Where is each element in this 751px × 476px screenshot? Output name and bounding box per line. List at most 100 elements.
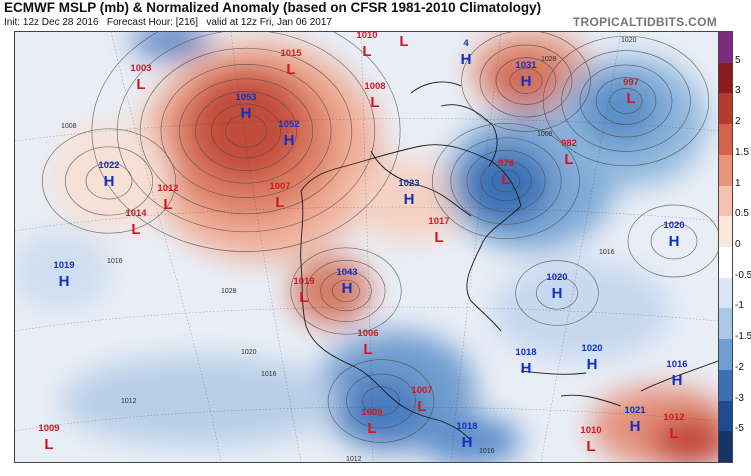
low-pressure-marker: L [626,90,635,107]
colorbar-label: 1.5 [735,146,749,158]
colorbar-segment [719,308,732,340]
low-pressure-value: 1012 [663,412,684,423]
low-pressure-marker: L [362,43,371,60]
low-pressure-value: 1019 [293,276,314,287]
colorbar-segment [719,62,732,94]
low-pressure-marker: L [163,196,172,213]
map-canvas: 1008 1008 1016 1016 1028 1020 1016 1012 1012 1020… [15,32,718,462]
low-pressure-marker: L [417,398,426,415]
high-pressure-value: 1021 [624,405,646,416]
isobar [535,276,579,310]
isobar [195,91,297,171]
colorbar-label: -5 [735,423,744,435]
isobar-value-label: 1008 [61,123,77,130]
low-pressure-marker: L [669,425,678,442]
low-pressure-marker: L [367,420,376,437]
high-pressure-value: 1018 [456,421,477,432]
isobar [480,160,532,202]
low-pressure-value: 1008 [364,81,385,92]
high-pressure-value: 1052 [278,119,299,130]
high-pressure-value: 1053 [235,92,256,103]
high-pressure-value: 1031 [515,60,537,71]
high-pressure-marker: H [521,360,532,377]
low-pressure-value: 982 [561,138,577,149]
isobar [290,247,402,335]
colorbar-segment [719,400,732,432]
high-pressure-marker: H [521,73,532,90]
high-pressure-value: 1016 [666,359,687,370]
colorbar-label: -1.5 [735,331,751,343]
colorbar-label: 0 [735,239,741,250]
isobar [85,162,133,200]
isobar [579,64,673,138]
isobar-value-label: 1016 [479,448,495,455]
isobar [491,169,521,193]
high-pressure-marker: H [59,273,70,290]
low-pressure-marker: L [275,194,284,211]
low-pressure-marker: L [136,76,145,93]
high-pressure-value: 4 [463,38,469,49]
low-pressure-value: 1009 [38,423,59,434]
valid-time: valid at 12z Fri, Jan 06 2017 [206,17,332,28]
anomaly-colorbar [718,31,733,463]
high-pressure-value: 1020 [546,272,567,283]
isobar [561,50,691,152]
isobar [327,359,435,443]
isobar-value-label: 1012 [121,398,137,405]
isobar [139,47,353,215]
pressure-centers: 1053H1052H1015L1010L1011L1008L4H1031H997… [38,32,687,455]
isobar-value-label: 1016 [599,249,615,256]
high-pressure-marker: H [461,51,472,68]
isobar [650,222,698,260]
low-pressure-marker: L [434,229,443,246]
isobar [91,32,401,252]
colorbar-label: 1 [735,177,741,189]
low-pressure-marker: L [286,61,295,78]
high-pressure-marker: H [342,280,353,297]
low-pressure-marker: L [564,151,573,168]
high-pressure-marker: H [104,173,115,190]
low-pressure-value: 1007 [269,181,290,192]
high-pressure-marker: H [404,191,415,208]
isobar-value-label: 1028 [541,56,557,63]
isobar-value-label: 1020 [241,349,257,356]
isobar-value-label: 1008 [537,131,553,138]
isobar-value-label: 1012 [346,456,362,462]
high-pressure-marker: H [587,356,598,373]
isobar [627,204,718,278]
low-pressure-marker: L [370,94,379,111]
high-pressure-marker: H [669,233,680,250]
isobar [609,88,643,114]
high-pressure-marker: H [284,132,295,149]
low-pressure-value: 1017 [428,216,449,227]
isobar-value-label: 1016 [107,258,123,265]
colorbar-label: -1 [735,300,744,312]
colorbar-label: 0.5 [735,208,749,220]
isobar-value-label: 1028 [221,288,237,295]
isobar [320,270,372,312]
init-time: Init: 12z Dec 28 2016 [4,17,99,28]
isobar [346,373,416,429]
low-pressure-marker: L [363,341,372,358]
colorbar-segment [719,32,732,64]
high-pressure-marker: H [552,285,563,302]
high-pressure-value: 1043 [336,267,357,278]
low-pressure-marker: L [586,438,595,455]
colorbar-label: 2 [735,116,741,128]
high-pressure-marker: H [241,105,252,122]
isobar [331,279,361,303]
low-pressure-value: 1006 [357,328,378,339]
isobar [495,57,557,105]
graticule [15,32,718,462]
isobar [178,78,314,184]
isobar [479,44,573,118]
isobar [211,103,281,159]
colorbar-segment [719,369,732,402]
high-pressure-value: 1019 [53,260,74,271]
isobar [515,260,599,326]
isobar [362,386,400,416]
colorbar-segment [719,93,732,125]
isobar [306,260,386,322]
isobar [542,35,710,167]
colorbar-label: -3 [735,392,744,404]
